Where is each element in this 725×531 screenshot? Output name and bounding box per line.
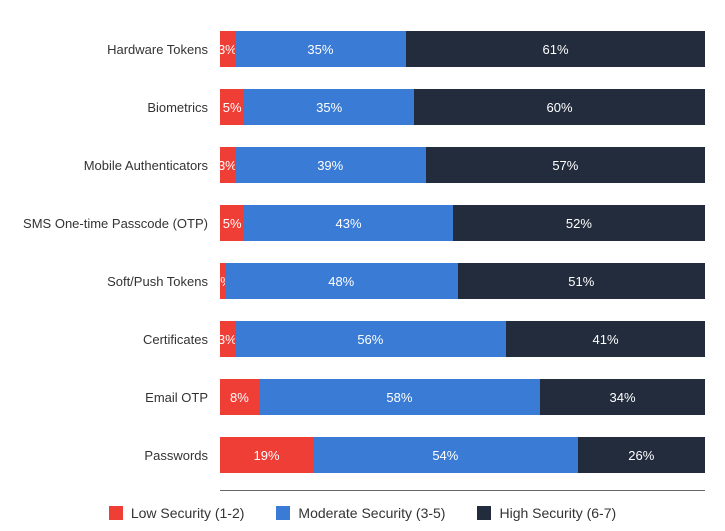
- table-row: Mobile Authenticators3% 39% 57%: [20, 136, 705, 194]
- bar-track: 1%48%51%: [220, 263, 705, 299]
- bar-value-high: 61%: [543, 42, 569, 57]
- row-label: Mobile Authenticators: [20, 158, 220, 173]
- bar-segment-low: 3%: [220, 147, 235, 183]
- x-axis-line: [220, 490, 705, 491]
- bar-segment-high: 57%: [426, 147, 705, 183]
- bar-segment-low: 19%: [220, 437, 313, 473]
- row-label: Certificates: [20, 332, 220, 347]
- row-label: SMS One-time Passcode (OTP): [20, 216, 220, 231]
- bar-segment-moderate: 58%: [259, 379, 540, 415]
- axis-area: [20, 490, 705, 491]
- table-row: Hardware Tokens3% 35% 61%: [20, 20, 705, 78]
- row-label: Email OTP: [20, 390, 220, 405]
- legend-label-high: High Security (6-7): [499, 505, 616, 521]
- bar-segment-moderate: 39%: [235, 147, 426, 183]
- bar-segment-moderate: 35%: [244, 89, 414, 125]
- bar-segment-high: 51%: [458, 263, 705, 299]
- bar-segment-high: 34%: [540, 379, 705, 415]
- bar-value-high: 26%: [628, 448, 654, 463]
- legend-swatch-high: [477, 506, 491, 520]
- table-row: Soft/Push Tokens1%48%51%: [20, 252, 705, 310]
- bar-value-moderate: 39%: [317, 158, 343, 173]
- bar-segment-low: 8%: [220, 379, 259, 415]
- axis-spacer: [20, 490, 220, 491]
- bar-track: 3% 56% 41%: [220, 321, 705, 357]
- bar-segment-high: 52%: [453, 205, 705, 241]
- security-perception-chart: Hardware Tokens3%35%61%Biometrics5%35%60…: [20, 20, 705, 521]
- table-row: Certificates3% 56% 41%: [20, 310, 705, 368]
- bar-value-moderate: 54%: [432, 448, 458, 463]
- legend-label-moderate: Moderate Security (3-5): [298, 505, 445, 521]
- row-label: Passwords: [20, 448, 220, 463]
- bar-value-high: 34%: [610, 390, 636, 405]
- bar-value-low: 8%: [230, 390, 249, 405]
- bar-value-high: 41%: [593, 332, 619, 347]
- row-label: Soft/Push Tokens: [20, 274, 220, 289]
- bar-segment-high: 61%: [406, 31, 705, 67]
- table-row: Passwords 19% 54% 26%: [20, 426, 705, 484]
- bar-value-high: 60%: [546, 100, 572, 115]
- bar-segment-moderate: 48%: [225, 263, 458, 299]
- bar-segment-low: 5%: [220, 89, 244, 125]
- table-row: Biometrics5% 35% 60%: [20, 78, 705, 136]
- bar-segment-moderate: 43%: [244, 205, 453, 241]
- bar-value-moderate: 58%: [386, 390, 412, 405]
- legend-item-moderate: Moderate Security (3-5): [276, 505, 445, 521]
- legend-item-low: Low Security (1-2): [109, 505, 245, 521]
- legend-item-high: High Security (6-7): [477, 505, 616, 521]
- bar-value-moderate: 43%: [336, 216, 362, 231]
- bar-segment-high: 60%: [414, 89, 705, 125]
- bar-value-moderate: 35%: [307, 42, 333, 57]
- bar-segment-moderate: 56%: [235, 321, 507, 357]
- bar-segment-high: 26%: [578, 437, 705, 473]
- bar-segment-low: 3%: [220, 31, 235, 67]
- bar-value-moderate: 48%: [328, 274, 354, 289]
- bar-value-low: 5%: [223, 100, 242, 115]
- bar-segment-moderate: 35%: [235, 31, 406, 67]
- legend-label-low: Low Security (1-2): [131, 505, 245, 521]
- table-row: Email OTP 8% 58% 34%: [20, 368, 705, 426]
- bar-value-high: 57%: [552, 158, 578, 173]
- row-label: Hardware Tokens: [20, 42, 220, 57]
- bar-value-low: 19%: [254, 448, 280, 463]
- legend-swatch-moderate: [276, 506, 290, 520]
- chart-rows: Hardware Tokens3%35%61%Biometrics5%35%60…: [20, 20, 705, 484]
- legend: Low Security (1-2) Moderate Security (3-…: [20, 505, 705, 521]
- bar-track: 19% 54% 26%: [220, 437, 705, 473]
- bar-value-low: 5%: [223, 216, 242, 231]
- bar-segment-moderate: 54%: [313, 437, 578, 473]
- bar-track: 5% 43% 52%: [220, 205, 705, 241]
- bar-track: 8% 58% 34%: [220, 379, 705, 415]
- bar-segment-low: 5%: [220, 205, 244, 241]
- bar-segment-low: 3%: [220, 321, 235, 357]
- bar-value-high: 51%: [568, 274, 594, 289]
- legend-swatch-low: [109, 506, 123, 520]
- row-label: Biometrics: [20, 100, 220, 115]
- bar-value-high: 52%: [566, 216, 592, 231]
- bar-segment-high: 41%: [506, 321, 705, 357]
- bar-value-moderate: 56%: [357, 332, 383, 347]
- bar-track: 3% 35% 61%: [220, 31, 705, 67]
- bar-value-moderate: 35%: [316, 100, 342, 115]
- table-row: SMS One-time Passcode (OTP)5% 43% 52%: [20, 194, 705, 252]
- bar-track: 5% 35% 60%: [220, 89, 705, 125]
- bar-track: 3% 39% 57%: [220, 147, 705, 183]
